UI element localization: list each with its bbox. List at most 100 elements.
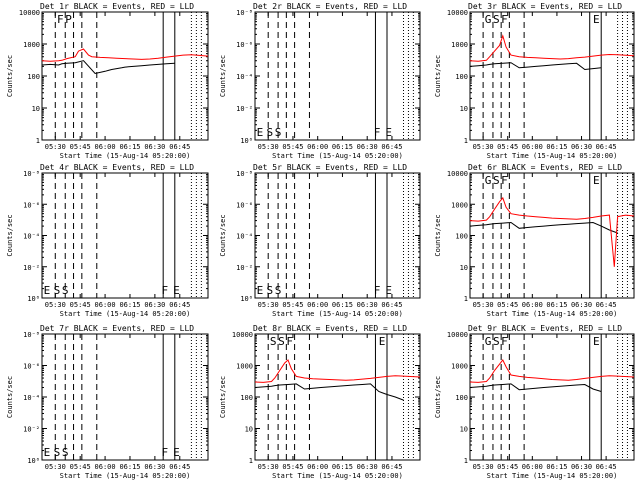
panel-title: Det 1r BLACK = Events, RED = LLD <box>40 2 194 11</box>
y-tick-label: 10⁻⁴ <box>236 73 253 81</box>
x-tick-label: 05:30 <box>45 143 66 151</box>
y-tick-label: 1000 <box>451 201 468 209</box>
events-series-line <box>254 383 404 401</box>
x-tick-label: 05:45 <box>282 143 303 151</box>
x-tick-label: 05:45 <box>70 301 91 309</box>
x-tick-label: 06:15 <box>332 301 353 309</box>
x-tick-label: 06:30 <box>144 301 165 309</box>
x-tick-label: 05:30 <box>258 301 279 309</box>
x-tick-label: 06:00 <box>522 143 543 151</box>
event-marker-letter: G <box>485 335 492 348</box>
y-tick-label: 10⁻⁶ <box>236 41 253 49</box>
x-tick-label: 06:00 <box>95 143 116 151</box>
y-tick-label: 10000 <box>447 170 468 178</box>
y-tick-label: 10⁻² <box>23 264 40 272</box>
y-tick-label: 10 <box>460 426 468 434</box>
y-tick-label: 1 <box>36 137 40 145</box>
x-tick-label: 06:30 <box>144 463 165 471</box>
y-tick-label: 10 <box>460 264 468 272</box>
x-tick-label: 06:30 <box>571 463 592 471</box>
y-tick-label: 100 <box>27 73 40 81</box>
event-marker-letter: E <box>173 446 180 459</box>
y-tick-label: 10⁻⁶ <box>23 201 40 209</box>
plot-frame <box>41 333 209 461</box>
y-tick-label: 10⁻² <box>236 264 253 272</box>
event-marker-letter: G <box>485 13 492 26</box>
y-tick-label: 1 <box>464 137 468 145</box>
x-tick-label: 05:30 <box>473 463 494 471</box>
event-marker-letter: F <box>162 446 169 459</box>
y-axis-label: Counts/sec <box>219 214 227 256</box>
y-tick-label: 10⁰ <box>27 295 40 303</box>
x-tick-label: 06:15 <box>332 143 353 151</box>
events-series-line <box>469 221 618 234</box>
plot-frame <box>41 11 209 141</box>
event-marker-letter: S <box>275 284 282 297</box>
panel-title: Det 6r BLACK = Events, RED = LLD <box>468 163 622 172</box>
y-axis-label: Counts/sec <box>434 214 442 256</box>
x-tick-label: 05:30 <box>258 143 279 151</box>
y-tick-label: 100 <box>455 73 468 81</box>
y-tick-label: 1000 <box>451 363 468 371</box>
event-marker-letter: S <box>493 335 500 348</box>
x-tick-label: 06:00 <box>307 143 328 151</box>
x-tick-label: 06:45 <box>381 143 402 151</box>
x-tick-label: 06:30 <box>357 301 378 309</box>
panel-title: Det 5r BLACK = Events, RED = LLD <box>253 163 407 172</box>
x-tick-label: 05:45 <box>70 463 91 471</box>
event-marker-letter: P <box>65 13 72 26</box>
x-axis-label: Start Time (15-Aug-14 05:20:00) <box>272 310 403 318</box>
y-tick-label: 10⁻⁶ <box>236 201 253 209</box>
panel-title: Det 9r BLACK = Events, RED = LLD <box>468 324 622 333</box>
y-tick-label: 10⁻⁴ <box>23 233 40 241</box>
event-marker-letter: E <box>593 335 600 348</box>
y-tick-label: 1000 <box>236 363 253 371</box>
y-tick-label: 10000 <box>232 331 253 339</box>
x-tick-label: 05:30 <box>473 301 494 309</box>
y-tick-label: 100 <box>455 233 468 241</box>
x-axis-label: Start Time (15-Aug-14 05:20:00) <box>487 472 618 480</box>
x-tick-label: 05:45 <box>282 301 303 309</box>
event-marker-letter: F <box>501 174 508 187</box>
y-tick-label: 100 <box>455 394 468 402</box>
x-tick-label: 06:30 <box>571 301 592 309</box>
x-tick-label: 06:15 <box>546 301 567 309</box>
event-marker-letter: F <box>501 13 508 26</box>
x-tick-label: 05:30 <box>473 143 494 151</box>
x-tick-label: 06:00 <box>307 463 328 471</box>
event-marker-letter: E <box>173 284 180 297</box>
y-tick-label: 10000 <box>19 9 40 17</box>
x-tick-label: 05:45 <box>497 463 518 471</box>
x-tick-label: 06:15 <box>546 143 567 151</box>
event-marker-letter: E <box>257 284 264 297</box>
y-tick-label: 10000 <box>447 331 468 339</box>
x-axis-label: Start Time (15-Aug-14 05:20:00) <box>60 472 191 480</box>
x-axis-label: Start Time (15-Aug-14 05:20:00) <box>487 310 618 318</box>
event-marker-letter: S <box>62 284 69 297</box>
x-tick-label: 06:00 <box>522 463 543 471</box>
event-marker-letter: S <box>493 174 500 187</box>
x-tick-label: 05:45 <box>70 143 91 151</box>
y-tick-label: 10000 <box>447 9 468 17</box>
y-tick-label: 1 <box>249 457 253 465</box>
y-tick-label: 10 <box>460 105 468 113</box>
y-axis-label: Counts/sec <box>219 55 227 97</box>
events-series-line <box>469 62 602 71</box>
panel-title: Det 3r BLACK = Events, RED = LLD <box>468 2 622 11</box>
lld-series-line <box>41 48 209 62</box>
y-axis-label: Counts/sec <box>434 55 442 97</box>
event-marker-letter: E <box>385 126 392 139</box>
events-series-line <box>469 383 602 392</box>
x-tick-label: 06:00 <box>95 463 116 471</box>
x-tick-label: 06:45 <box>381 463 402 471</box>
event-marker-letter: S <box>267 126 274 139</box>
event-marker-letter: S <box>54 446 61 459</box>
x-tick-label: 06:45 <box>596 301 617 309</box>
plot-frame <box>469 172 635 299</box>
y-tick-label: 10⁻⁸ <box>236 9 253 17</box>
event-marker-letter: S <box>270 335 277 348</box>
x-tick-label: 06:45 <box>169 301 190 309</box>
lld-series-line <box>469 196 635 267</box>
x-axis-label: Start Time (15-Aug-14 05:20:00) <box>60 152 191 160</box>
